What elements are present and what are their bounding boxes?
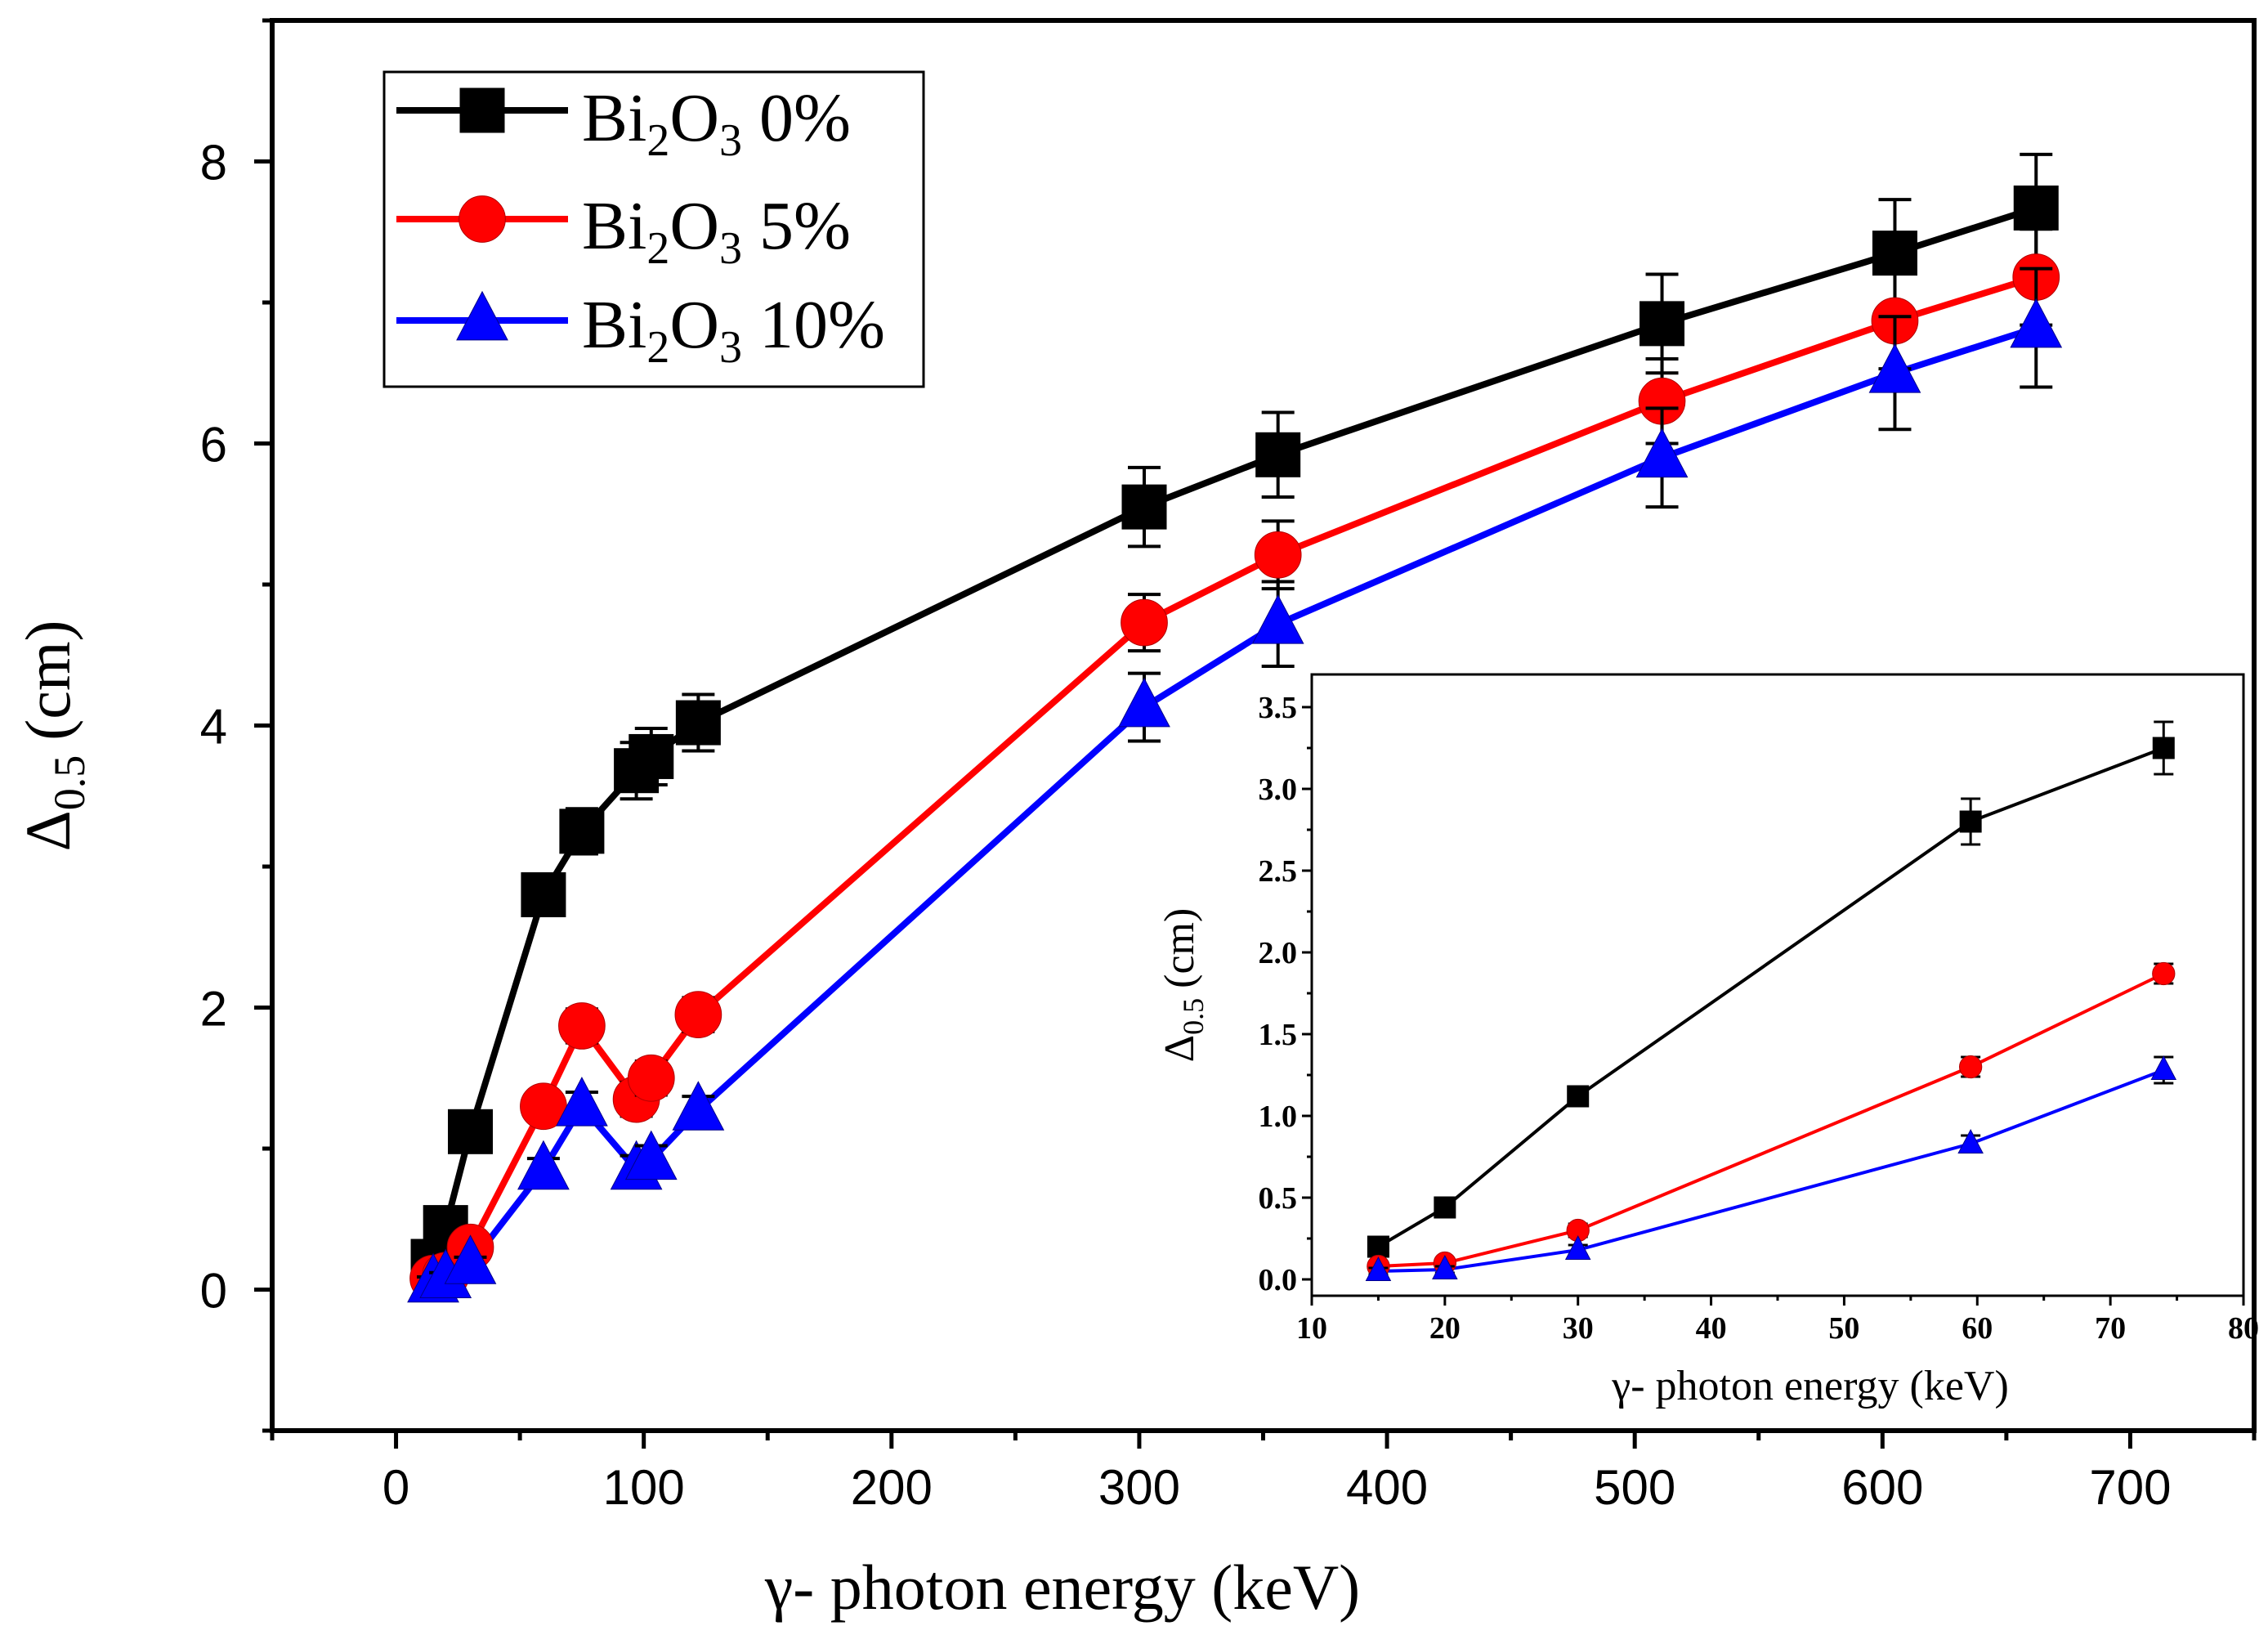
- main-series-0-point: [1639, 301, 1685, 347]
- main-series-2-point: [2010, 298, 2063, 348]
- main-series-2-point: [1868, 343, 1921, 393]
- main-x-tick-label: 400: [1346, 1460, 1428, 1515]
- legend-label-series-2: Bi2O3 10%: [582, 287, 885, 373]
- inset-series-2-point: [1564, 1235, 1591, 1260]
- main-x-tick-label: 600: [1841, 1460, 1923, 1515]
- main-series-0-point: [1121, 484, 1167, 530]
- inset-series-1-point: [2152, 961, 2176, 986]
- inset-y-tick-label: 2.0: [1259, 936, 1298, 970]
- main-y-tick-label: 6: [200, 418, 227, 473]
- main-x-tick-label: 500: [1594, 1460, 1675, 1515]
- main-series-2-point: [444, 1234, 497, 1284]
- inset-y-tick-label: 3.5: [1259, 691, 1298, 725]
- inset-y-tick-label: 0.5: [1259, 1181, 1298, 1216]
- main-series-0-point: [1255, 432, 1301, 477]
- main-y-tick-label: 0: [200, 1264, 227, 1319]
- main-y-axis-symbol: Δ: [12, 810, 83, 851]
- main-series-2-point: [1118, 677, 1170, 728]
- legend-label-series-1: Bi2O3 5%: [582, 188, 851, 274]
- inset-series-2-point: [1957, 1129, 1984, 1153]
- inset-y-axis-title: Δ0.5 (cm): [1156, 908, 1210, 1063]
- inset-series-0-point: [1367, 1235, 1389, 1258]
- inset-x-tick-label: 10: [1296, 1311, 1327, 1346]
- inset-x-tick-label: 80: [2228, 1311, 2259, 1346]
- inset-series-0-point: [2152, 737, 2175, 759]
- legend-marker-series-0: [459, 87, 505, 133]
- inset-plot-layer: 10 20 30 40 50 60 70 80 0.0 0.5 1.0 1.5 2.0 2.5 3.0 3.5: [1259, 691, 2260, 1346]
- main-y-tick-label: 2: [200, 982, 227, 1037]
- inset-y-tick-label: 1.5: [1259, 1018, 1298, 1052]
- inset-series-2-point: [1432, 1255, 1458, 1279]
- main-series-2-point: [672, 1081, 725, 1131]
- main-x-axis-title: γ- photon energy (keV): [764, 1552, 1360, 1623]
- legend-label-series-0: Bi2O3 0%: [582, 80, 851, 166]
- inset-x-axis-title: γ- photon energy (keV): [1611, 1363, 2009, 1409]
- inset-y-axis-subscript: 0.5: [1177, 998, 1210, 1035]
- legend-marker-series-2: [456, 290, 508, 341]
- main-y-axis-unit: (cm): [12, 620, 83, 741]
- main-series-0-point: [448, 1109, 493, 1154]
- main-series-0-point: [2013, 185, 2059, 231]
- inset-series-2-point: [2150, 1055, 2177, 1080]
- inset-x-tick-label: 70: [2095, 1311, 2126, 1346]
- main-series-2-point: [1251, 594, 1304, 644]
- inset-x-tick-label: 40: [1696, 1311, 1727, 1346]
- inset-x-tick-label: 60: [1962, 1311, 1993, 1346]
- main-series-2-point: [517, 1140, 570, 1190]
- inset-y-tick-label: 2.5: [1259, 854, 1298, 889]
- legend: Bi2O3 0% Bi2O3 5% Bi2O3 10%: [382, 70, 925, 388]
- main-series-2-point: [556, 1077, 608, 1127]
- main-y-axis-title: Δ0.5 (cm): [12, 620, 94, 852]
- main-series-0-point: [559, 809, 605, 854]
- main-series-0-point: [675, 700, 721, 746]
- inset-y-axis-symbol: Δ: [1156, 1035, 1203, 1062]
- main-x-tick-label: 0: [382, 1460, 409, 1515]
- main-series-1-point: [1254, 531, 1302, 579]
- main-series-1-point: [674, 991, 722, 1038]
- main-series-0-point: [521, 872, 566, 917]
- main-y-tick-label: 8: [200, 136, 227, 190]
- inset-series-0-point: [1959, 810, 1982, 833]
- main-plot-layer: 0 100 200 300 400 500 600 700 0 2 4 6 8: [200, 18, 2257, 1515]
- inset-y-tick-label: 0.0: [1259, 1263, 1298, 1297]
- main-series-0-point: [1872, 231, 1917, 276]
- main-series-0-point: [629, 733, 674, 779]
- main-x-tick-label: 200: [851, 1460, 933, 1515]
- main-series-2-point: [1635, 428, 1689, 478]
- main-y-axis-subscript: 0.5: [45, 755, 94, 811]
- main-x-tick-label: 100: [603, 1460, 685, 1515]
- inset-series-1-point: [1958, 1055, 1983, 1079]
- legend-marker-series-1: [459, 195, 506, 243]
- main-x-tick-label: 300: [1098, 1460, 1180, 1515]
- main-x-tick-label: 700: [2089, 1460, 2171, 1515]
- inset-y-tick-label: 3.0: [1259, 773, 1298, 807]
- main-series-1-point: [558, 1002, 606, 1050]
- inset-y-tick-label: 1.0: [1259, 1100, 1298, 1134]
- inset-series-2-point: [1365, 1257, 1392, 1281]
- inset-series-0-point: [1434, 1196, 1456, 1219]
- inset-x-tick-label: 50: [1828, 1311, 1859, 1346]
- main-series-1-point: [1121, 598, 1168, 647]
- main-series-1-point: [627, 1054, 675, 1102]
- main-y-tick-label: 4: [200, 700, 227, 755]
- inset-x-tick-label: 30: [1563, 1311, 1594, 1346]
- inset-series-0-point: [1567, 1085, 1590, 1108]
- main-series-2-point: [624, 1130, 678, 1180]
- inset-x-tick-label: 20: [1429, 1311, 1461, 1346]
- legend-markers: [396, 87, 568, 341]
- inset-y-axis-unit: (cm): [1156, 908, 1203, 988]
